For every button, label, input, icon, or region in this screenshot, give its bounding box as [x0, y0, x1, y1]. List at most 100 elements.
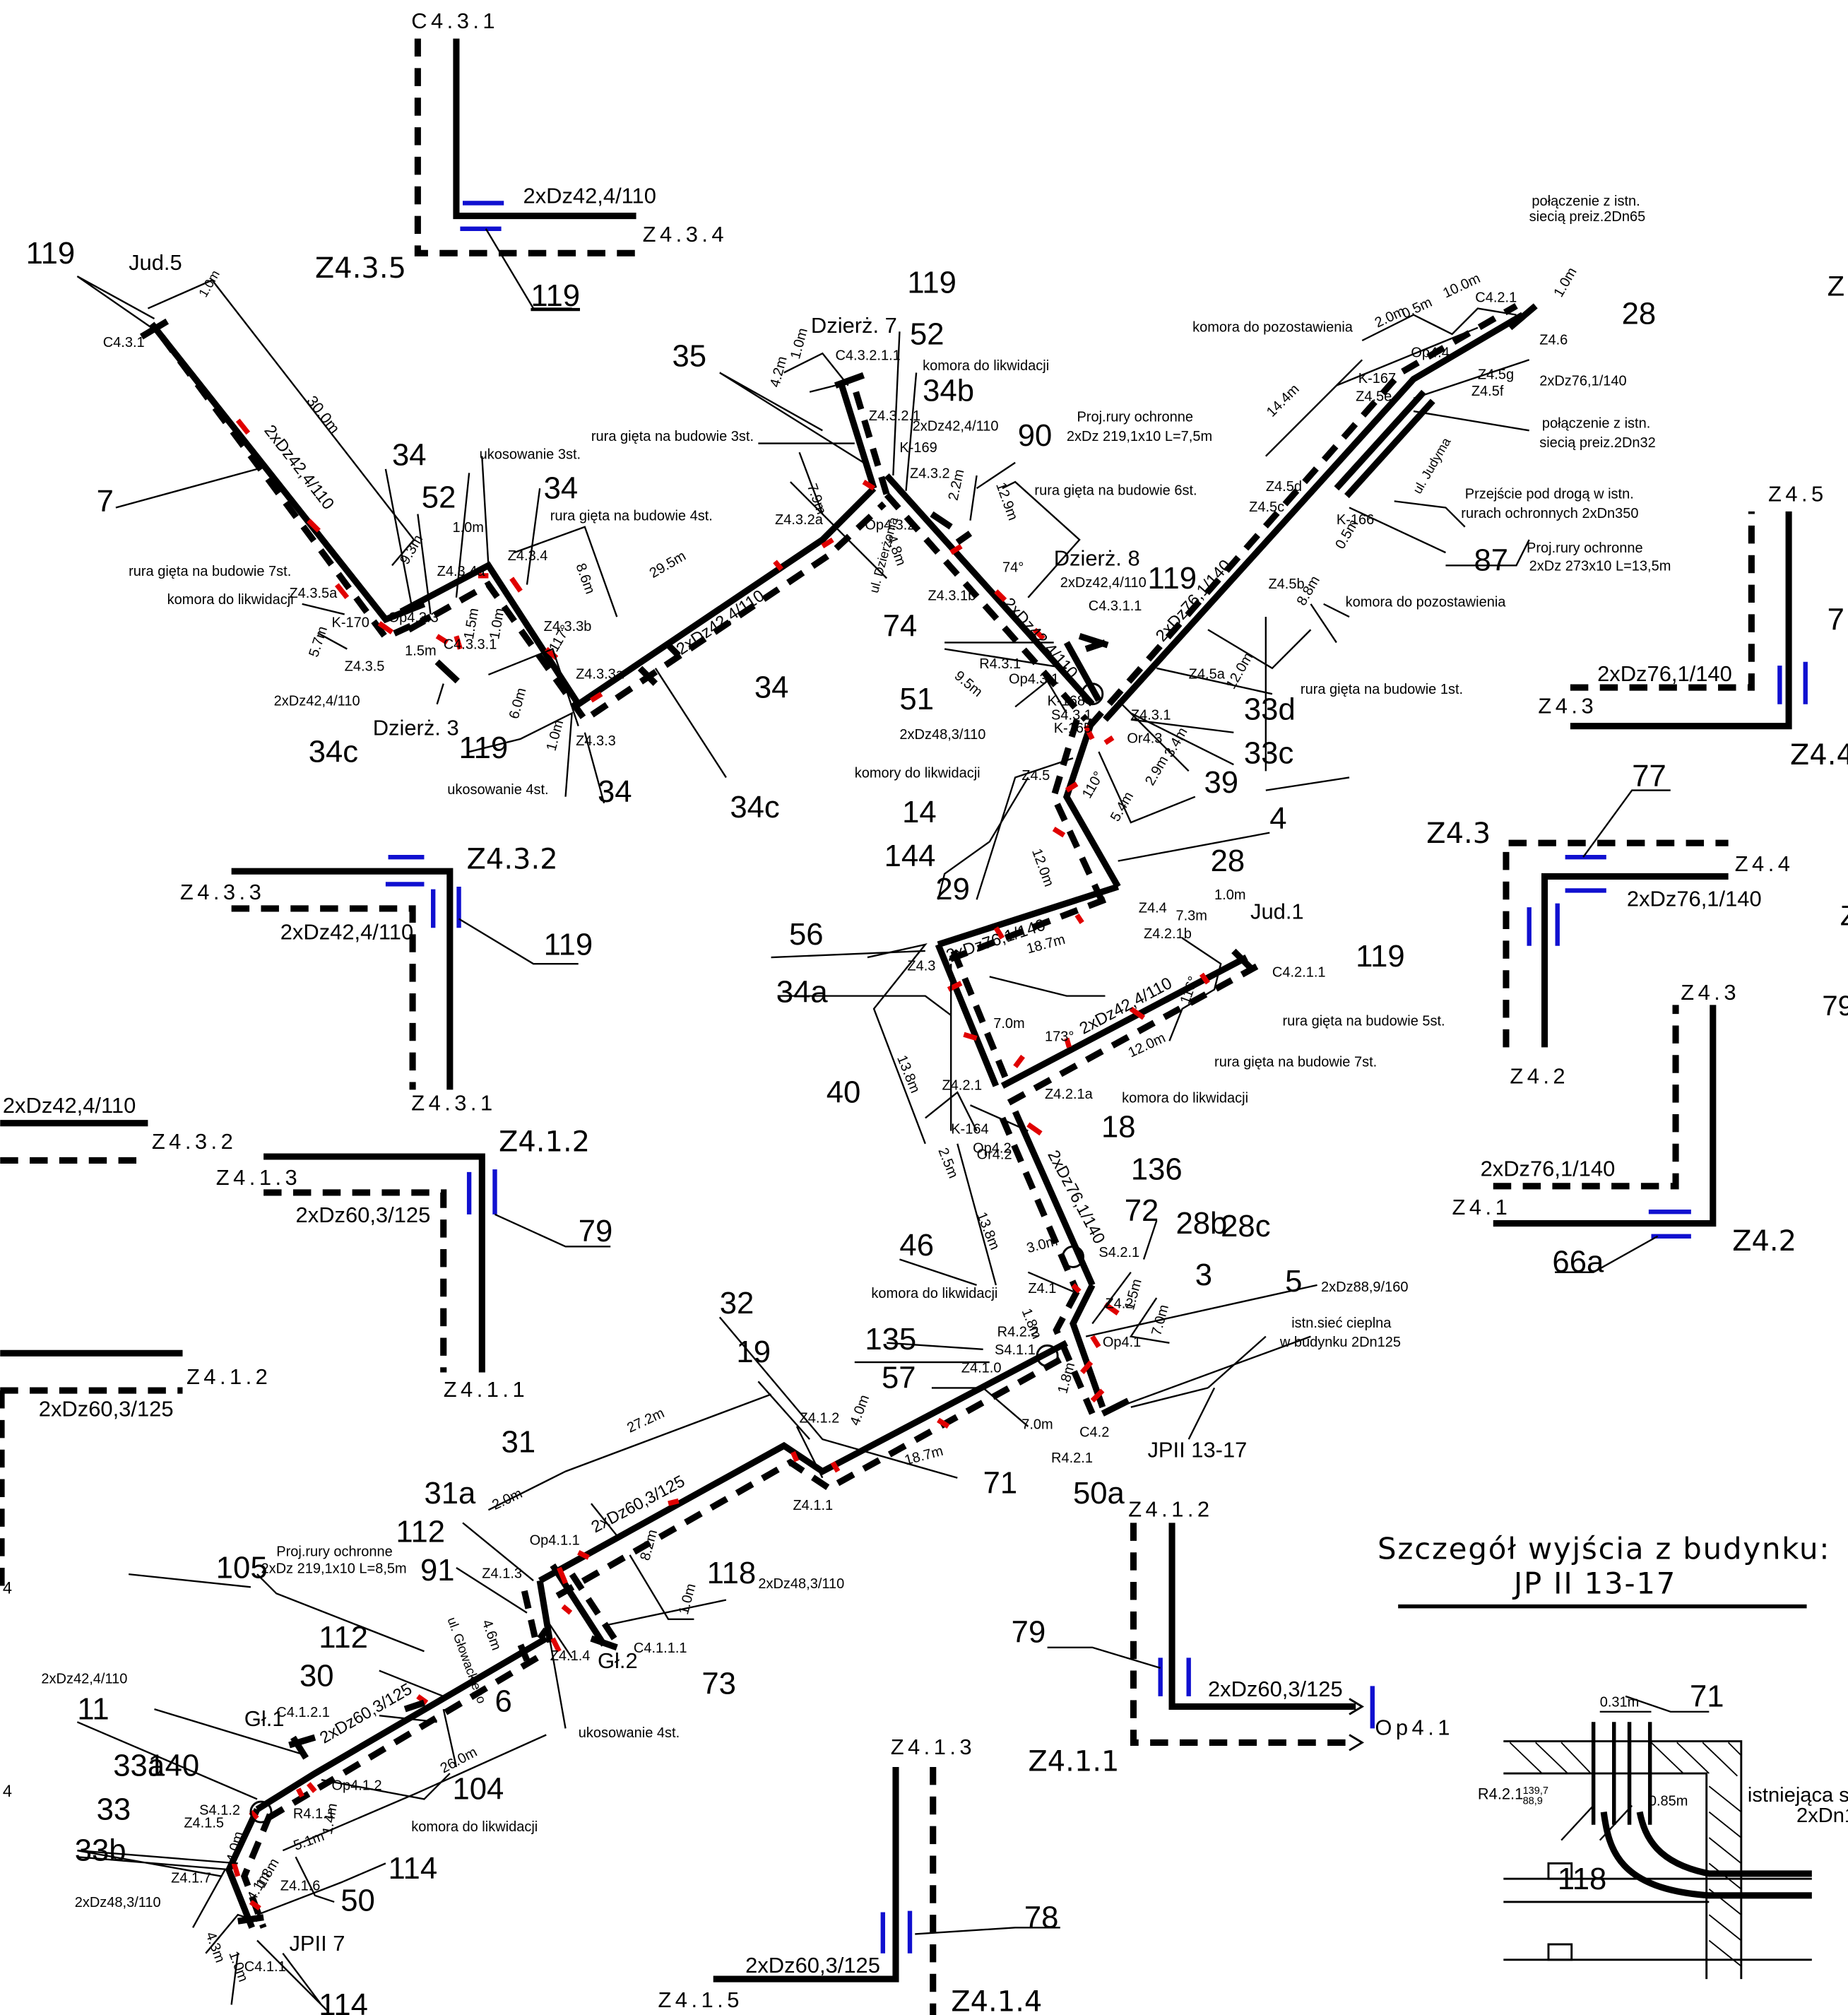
node-label: Z4.1: [1452, 1195, 1512, 1219]
node: R4.2.1: [1051, 1450, 1093, 1466]
node: C4.1.1.1: [634, 1641, 687, 1656]
marker: 135: [865, 1322, 916, 1357]
marker: 119: [459, 731, 509, 765]
dim: 8.6m: [572, 561, 598, 596]
marker: 57: [882, 1360, 916, 1395]
detail-z43: [1503, 789, 1729, 1048]
marker: 28: [1211, 844, 1245, 878]
marker: 19: [736, 1335, 771, 1369]
dim: 7.0m: [1149, 1303, 1172, 1337]
labels: C4.3.1 2xDz42,4/110 Z4.3.4 Z4.3.5 119 Z4…: [3, 8, 1848, 2015]
marker: 140: [148, 1749, 199, 1783]
dim: 2.5m: [935, 1146, 961, 1181]
node-label: Z4.3: [1538, 693, 1597, 718]
dim: 5.4m: [1108, 789, 1137, 825]
marker: 33d: [1244, 692, 1296, 727]
node: S4.1.1: [995, 1342, 1036, 1358]
node: Z4.3.2: [910, 466, 950, 482]
node: K-169: [899, 440, 937, 456]
node-label: Z4.3.1: [411, 1091, 496, 1116]
note: 2xDz 273x10 L=13,5m: [1529, 559, 1671, 574]
dim-label: 0.31m: [1600, 1694, 1640, 1710]
node: Z4.3.5: [345, 658, 385, 674]
node: R4.2.2: [997, 1325, 1039, 1340]
marker: 119: [26, 236, 76, 271]
dim: 0.5m: [1399, 295, 1435, 322]
dim: 1.0m: [1551, 265, 1580, 300]
marker: 87: [1474, 543, 1508, 578]
node: Z4.5: [1021, 768, 1050, 784]
building: Dzierż. 7: [811, 313, 897, 338]
node: Z4.1.7: [171, 1871, 211, 1886]
node: Op4.4: [1411, 345, 1449, 361]
node: S4.2.1: [1098, 1245, 1139, 1260]
node: Z4.1.6: [280, 1879, 321, 1894]
frac-label: 139,7: [1523, 1785, 1548, 1797]
marker: 119: [1147, 561, 1197, 596]
marker: 46: [899, 1228, 934, 1263]
detail-z412: [263, 1153, 611, 1373]
marker: 18: [1101, 1110, 1136, 1145]
node: C4.3.1.1: [1089, 598, 1142, 614]
marker: 119: [907, 266, 956, 300]
marker: 33b: [75, 1833, 126, 1868]
edge-label: Z: [1840, 901, 1848, 932]
pipe-label: 2xDz76,1/140: [1627, 886, 1762, 911]
dim-label: 0.85m: [1649, 1794, 1688, 1809]
detail-left2: [0, 1349, 183, 1594]
node: S4.3.1: [1051, 708, 1092, 723]
marker: 34: [754, 670, 789, 705]
dim: 12.0m: [1126, 1030, 1168, 1060]
dim: 5.7m: [306, 625, 331, 659]
note: rura gięta na budowie 5st.: [1282, 1013, 1445, 1029]
pipe-label: 2xDz42,4/110: [274, 694, 360, 709]
marker: 73: [701, 1666, 736, 1701]
node: K-165: [1054, 721, 1091, 736]
marker: 34b: [923, 373, 974, 408]
marker: 3: [1195, 1258, 1212, 1292]
detail-z44: [1570, 511, 1808, 730]
marker: 31: [502, 1424, 536, 1459]
pipe-label: 2xDz48,3/110: [758, 1576, 844, 1592]
note: Przejście pod drogą w istn.: [1465, 487, 1634, 502]
node: Or4.3: [1127, 731, 1162, 746]
detail-title: Z4.1.1: [1028, 1745, 1119, 1778]
node: Z4.3.3b: [544, 619, 592, 634]
node: Z4.2: [1105, 1296, 1133, 1312]
marker: 112: [319, 1620, 368, 1655]
note: siecią preiz.2Dn65: [1529, 209, 1646, 225]
node: Z4.3.2a: [775, 512, 824, 528]
marker: 52: [422, 480, 456, 514]
node: Z4.5c: [1249, 500, 1284, 515]
main-network: [149, 302, 1524, 1930]
pipe-label: 2xDz42,4/110: [41, 1672, 127, 1687]
dim: 2.0m: [490, 1486, 525, 1513]
note: 2xDz 219,1x10 L=8,5m: [261, 1561, 406, 1576]
marker: 39: [1204, 765, 1239, 800]
note: w budynku 2Dn125: [1279, 1335, 1401, 1350]
marker: 56: [789, 917, 824, 952]
dim: 1.0m: [788, 326, 811, 361]
frac-label: 88,9: [1523, 1796, 1543, 1807]
angle: 110°: [1079, 769, 1107, 801]
node: C4.3.1: [103, 335, 145, 350]
reducer-label: R4.2.1: [1478, 1785, 1523, 1802]
dim: 4.6m: [479, 1618, 504, 1653]
detail-title: Z4.3.5: [315, 252, 406, 285]
pipe-label: 2xDz42,4/110: [673, 586, 768, 658]
marker: 11: [77, 1692, 109, 1727]
node: Z4.1.1: [793, 1498, 833, 1513]
pipe-label: 2xDz60,3/125: [745, 1953, 880, 1978]
marker: 136: [1131, 1152, 1183, 1187]
marker: 6: [494, 1684, 511, 1719]
node-label: Op4.1: [1375, 1715, 1453, 1739]
dim: 1.0m: [544, 719, 567, 753]
node-label: Z4.3.3: [180, 880, 265, 904]
marker: 35: [673, 338, 707, 373]
detail-z42: [1493, 1005, 1717, 1273]
detail-z435: [414, 38, 636, 309]
pipe-label: 2xDz42,4/110: [280, 920, 413, 945]
dim: 1.0m: [1214, 887, 1245, 903]
node-label: C4.3.1: [411, 8, 499, 33]
